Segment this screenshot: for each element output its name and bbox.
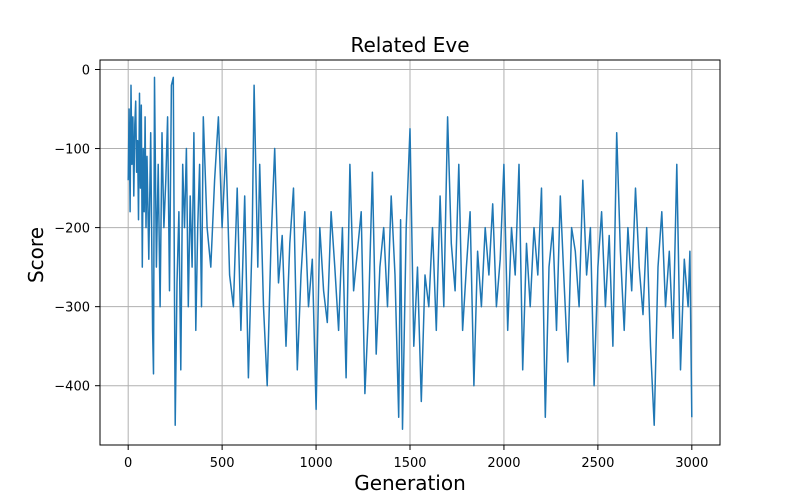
tick-labels: 0 500 1000 1500 2000 2500 3000 0 −100 −200 −300 −40… (54, 63, 708, 471)
x-tick-label: 1000 (300, 456, 333, 471)
y-tick-label: −300 (54, 301, 90, 316)
x-axis-label: Generation (354, 471, 466, 495)
y-tick-label: −200 (54, 222, 90, 237)
chart-title: Related Eve (350, 33, 469, 57)
y-axis-label: Score (24, 227, 48, 283)
x-tick-label: 0 (124, 456, 132, 471)
x-tick-label: 1500 (393, 456, 426, 471)
x-tick-label: 500 (210, 456, 235, 471)
series-layer (127, 76, 693, 430)
x-tick-label: 2000 (487, 456, 520, 471)
y-tick-label: 0 (82, 63, 90, 78)
axes (95, 59, 721, 450)
y-tick-label: −100 (54, 143, 90, 158)
plot-frame (99, 59, 721, 446)
y-tick-label: −400 (54, 380, 90, 395)
x-tick-label: 2500 (581, 456, 614, 471)
x-tick-label: 3000 (675, 456, 708, 471)
score-line-series (127, 76, 693, 430)
